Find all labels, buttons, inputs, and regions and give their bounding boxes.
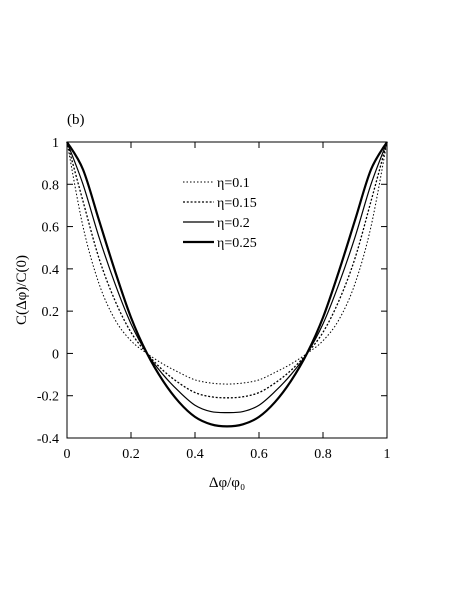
x-tick-label: 0.6 bbox=[250, 447, 268, 462]
series-line-1 bbox=[66, 141, 388, 385]
y-tick-label: -0.2 bbox=[37, 390, 59, 405]
series-line-2 bbox=[66, 141, 388, 399]
legend-label: η=0.15 bbox=[217, 196, 257, 211]
y-tick-label: 0.4 bbox=[42, 263, 60, 278]
x-tick-label: 1 bbox=[384, 447, 391, 462]
x-tick-label: 0 bbox=[64, 447, 71, 462]
plot-frame bbox=[66, 141, 388, 439]
legend-label: η=0.1 bbox=[217, 176, 250, 191]
y-tick-labels: -0.4 -0.2 0 0.2 0.4 0.6 0.8 1 bbox=[37, 136, 59, 447]
y-tick-label: 1 bbox=[52, 136, 59, 151]
y-tick-label: 0.2 bbox=[42, 305, 60, 320]
series-lines bbox=[66, 141, 388, 428]
y-tick-label: 0.8 bbox=[42, 178, 60, 193]
panel-label: (b) bbox=[67, 112, 85, 128]
y-tick-label: 0.6 bbox=[42, 221, 60, 236]
x-tick-label: 0.2 bbox=[122, 447, 140, 462]
legend-label: η=0.25 bbox=[217, 236, 257, 251]
y-tick-label: 0 bbox=[52, 347, 59, 362]
legend-label: η=0.2 bbox=[217, 216, 250, 231]
x-tick-labels: 0 0.2 0.4 0.6 0.8 1 bbox=[64, 447, 391, 462]
series-line-3 bbox=[66, 141, 388, 414]
series-line-4 bbox=[66, 141, 388, 428]
x-tick-label: 0.4 bbox=[186, 447, 204, 462]
legend: η=0.1 η=0.15 η=0.2 η=0.25 bbox=[183, 176, 257, 251]
x-tick-label: 0.8 bbox=[314, 447, 332, 462]
y-tick-label: -0.4 bbox=[37, 432, 59, 447]
y-axis-label: C(Δφ)/C(0) bbox=[14, 255, 30, 325]
x-axis-label: Δφ/φ₀ bbox=[209, 475, 245, 491]
